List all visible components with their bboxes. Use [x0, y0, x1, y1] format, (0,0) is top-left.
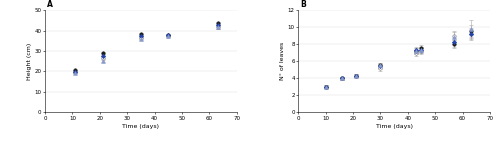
Y-axis label: Height (cm): Height (cm) — [27, 43, 32, 80]
Text: A: A — [47, 0, 53, 9]
X-axis label: Time (days): Time (days) — [122, 124, 160, 129]
Y-axis label: N° of leaves: N° of leaves — [280, 42, 285, 80]
X-axis label: Time (days): Time (days) — [376, 124, 412, 129]
Text: B: B — [300, 0, 306, 9]
